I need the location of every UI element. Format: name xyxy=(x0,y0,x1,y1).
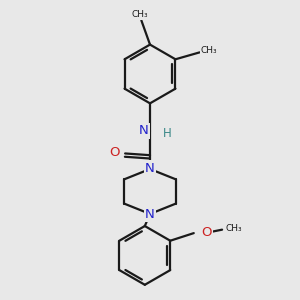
Text: CH₃: CH₃ xyxy=(201,46,217,55)
Text: N: N xyxy=(139,124,149,137)
Text: N: N xyxy=(145,162,155,175)
Text: CH₃: CH₃ xyxy=(131,10,148,19)
Text: O: O xyxy=(110,146,120,159)
Text: CH₃: CH₃ xyxy=(226,224,242,233)
Text: H: H xyxy=(163,127,172,140)
Text: N: N xyxy=(145,208,155,221)
Text: O: O xyxy=(201,226,212,239)
